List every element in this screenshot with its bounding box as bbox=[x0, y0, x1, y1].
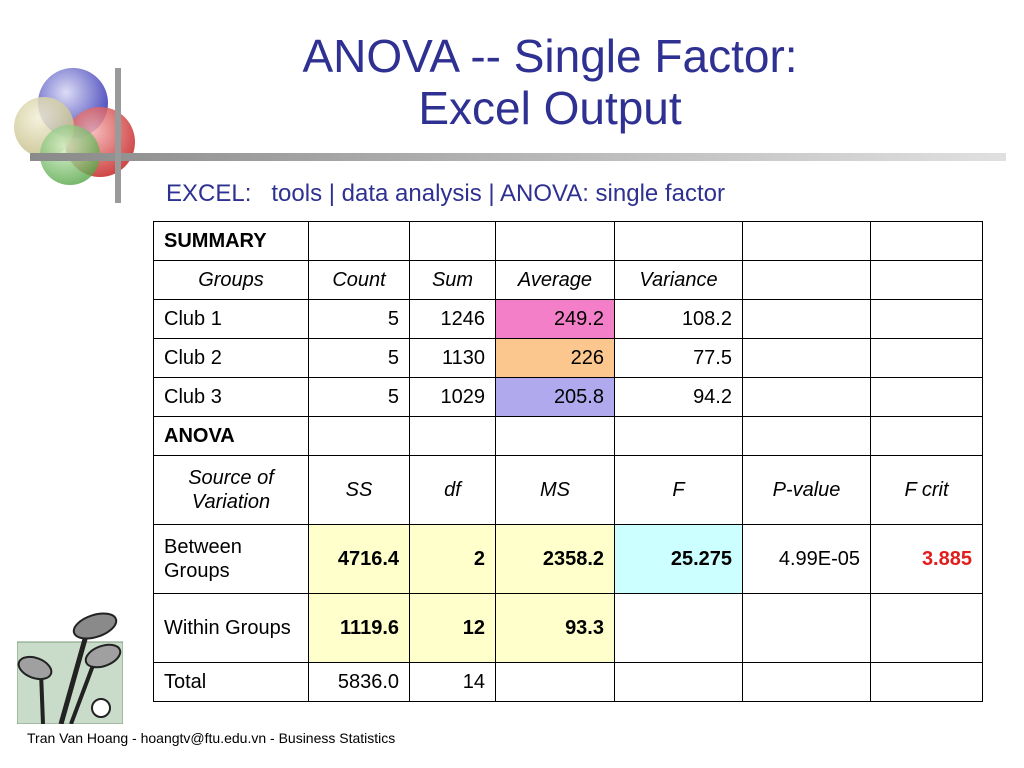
summary-header-row: Groups Count Sum Average Variance bbox=[153, 260, 983, 300]
source-name: Between Groups bbox=[153, 524, 309, 594]
count-cell: 5 bbox=[308, 338, 410, 378]
col-header-ms: MS bbox=[495, 455, 615, 525]
average-cell: 226 bbox=[495, 338, 615, 378]
source-name: Within Groups bbox=[153, 593, 309, 663]
col-header-df: df bbox=[409, 455, 496, 525]
sum-cell: 1246 bbox=[409, 299, 496, 339]
golf-clubs-icon bbox=[17, 612, 123, 724]
table-row: Between Groups 4716.4 2 2358.2 25.275 4.… bbox=[153, 524, 983, 594]
p-value-cell: 4.99E-05 bbox=[742, 524, 871, 594]
col-header-groups: Groups bbox=[153, 260, 309, 300]
footer-text: Tran Van Hoang - hoangtv@ftu.edu.vn - Bu… bbox=[27, 730, 396, 746]
df-cell: 14 bbox=[409, 662, 496, 702]
group-name: Club 3 bbox=[153, 377, 309, 417]
col-header-source: Source of Variation bbox=[153, 455, 309, 525]
df-cell: 12 bbox=[409, 593, 496, 663]
f-crit-cell: 3.885 bbox=[870, 524, 983, 594]
ss-cell: 4716.4 bbox=[308, 524, 410, 594]
slide-title: ANOVA -- Single Factor: Excel Output bbox=[210, 30, 890, 134]
ms-cell: 93.3 bbox=[495, 593, 615, 663]
subtitle: EXCEL: tools | data analysis | ANOVA: si… bbox=[166, 180, 725, 207]
group-name: Club 1 bbox=[153, 299, 309, 339]
f-cell: 25.275 bbox=[614, 524, 743, 594]
ms-cell: 2358.2 bbox=[495, 524, 615, 594]
anova-header-row: Source of Variation SS df MS F P-value F… bbox=[153, 455, 983, 525]
sum-cell: 1130 bbox=[409, 338, 496, 378]
df-cell: 2 bbox=[409, 524, 496, 594]
overlapping-circles-logo-icon bbox=[14, 68, 1006, 203]
title-line-2: Excel Output bbox=[418, 82, 682, 134]
col-header-p-value: P-value bbox=[742, 455, 871, 525]
col-header-average: Average bbox=[495, 260, 615, 300]
ss-cell: 5836.0 bbox=[308, 662, 410, 702]
table-row: Club 1 5 1246 249.2 108.2 bbox=[153, 299, 983, 339]
anova-heading-row: ANOVA bbox=[153, 416, 983, 456]
col-header-sum: Sum bbox=[409, 260, 496, 300]
col-header-ss: SS bbox=[308, 455, 410, 525]
summary-heading-row: SUMMARY bbox=[153, 221, 983, 261]
col-header-f: F bbox=[614, 455, 743, 525]
title-line-1: ANOVA -- Single Factor: bbox=[302, 30, 798, 82]
col-header-count: Count bbox=[308, 260, 410, 300]
sum-cell: 1029 bbox=[409, 377, 496, 417]
variance-cell: 108.2 bbox=[614, 299, 743, 339]
ss-cell: 1119.6 bbox=[308, 593, 410, 663]
table-row: Club 3 5 1029 205.8 94.2 bbox=[153, 377, 983, 417]
excel-output-table: SUMMARY Groups Count Sum Average Varianc… bbox=[153, 221, 983, 702]
col-header-variance: Variance bbox=[614, 260, 743, 300]
average-cell: 249.2 bbox=[495, 299, 615, 339]
col-header-f-crit: F crit bbox=[870, 455, 983, 525]
count-cell: 5 bbox=[308, 299, 410, 339]
source-name: Total bbox=[153, 662, 309, 702]
variance-cell: 94.2 bbox=[614, 377, 743, 417]
summary-heading: SUMMARY bbox=[153, 221, 309, 261]
group-name: Club 2 bbox=[153, 338, 309, 378]
table-row: Within Groups 1119.6 12 93.3 bbox=[153, 593, 983, 663]
variance-cell: 77.5 bbox=[614, 338, 743, 378]
average-cell: 205.8 bbox=[495, 377, 615, 417]
count-cell: 5 bbox=[308, 377, 410, 417]
table-row: Total 5836.0 14 bbox=[153, 662, 983, 702]
table-row: Club 2 5 1130 226 77.5 bbox=[153, 338, 983, 378]
anova-heading: ANOVA bbox=[153, 416, 309, 456]
